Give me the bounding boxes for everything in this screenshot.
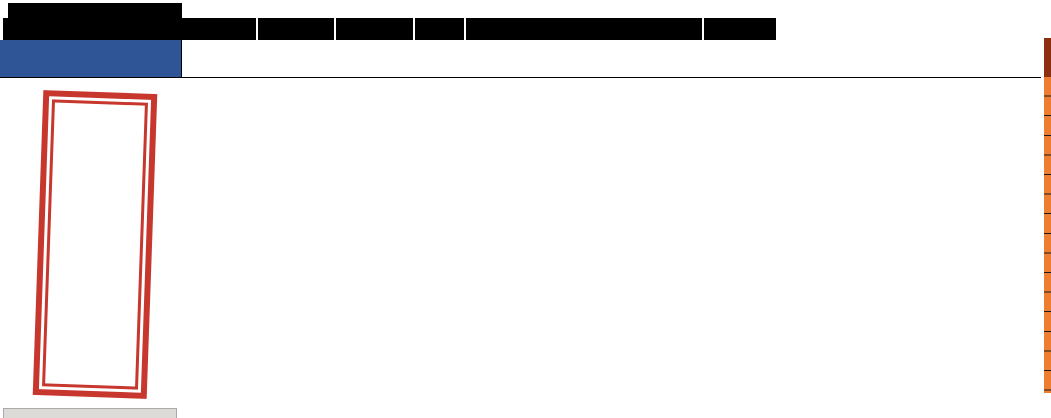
edge-strip	[1044, 77, 1051, 393]
confidential-stamp	[32, 90, 158, 399]
qualifier-band-cell[interactable]	[466, 18, 704, 40]
date-cell[interactable]	[3, 18, 182, 40]
blank-header-cell[interactable]	[258, 18, 336, 40]
column-header-row	[0, 58, 182, 77]
actual-header-cell[interactable]	[8, 3, 182, 19]
cap-label-cell[interactable]	[415, 18, 466, 40]
blank-header-cell[interactable]	[704, 18, 778, 40]
sheet-tab-box[interactable]	[3, 408, 177, 418]
goals-row	[0, 40, 182, 58]
edge-strip-header	[1044, 38, 1051, 77]
blank-header-cell[interactable]	[182, 18, 258, 40]
cap-row	[3, 18, 778, 40]
stamp-inner-border	[42, 99, 148, 390]
commit-goals-label-cell[interactable]	[0, 40, 182, 58]
data-grid	[0, 77, 1041, 372]
name-column-header[interactable]	[0, 58, 182, 77]
blank-header-cell[interactable]	[336, 18, 415, 40]
